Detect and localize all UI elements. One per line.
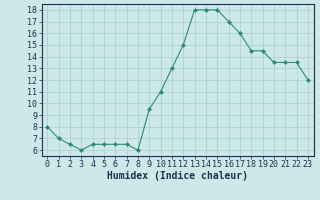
X-axis label: Humidex (Indice chaleur): Humidex (Indice chaleur): [107, 171, 248, 181]
